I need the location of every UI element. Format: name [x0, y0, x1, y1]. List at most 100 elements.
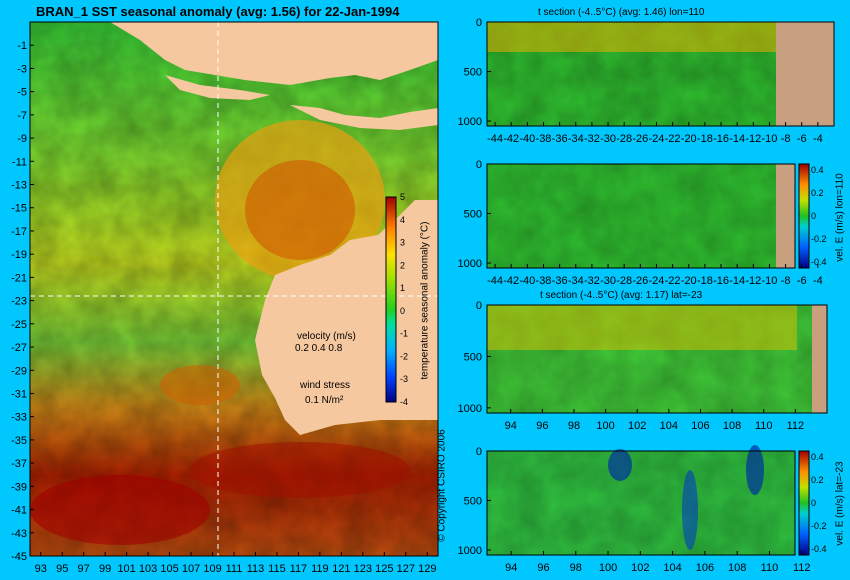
section-y-tick-label: 500: [464, 209, 482, 221]
section-x-tick-label: -24: [649, 133, 665, 145]
section-x-tick-label: 108: [728, 562, 746, 574]
map-x-tick-label: 105: [160, 563, 178, 575]
section-x-tick-label: 108: [723, 420, 741, 432]
section-x-tick-label: -6: [797, 275, 807, 287]
map-x-tick-label: 97: [78, 563, 90, 575]
map-y-tick-label: -9: [17, 133, 27, 145]
section-x-tick-label: -36: [552, 133, 568, 145]
temp-colorbar: [385, 196, 397, 403]
section-x-tick-label: -26: [632, 275, 648, 287]
section-y-tick-label: 500: [464, 496, 482, 508]
temp-colorbar-tick-label: 0: [400, 306, 405, 316]
section-x-tick-label: -42: [503, 275, 519, 287]
vel-colorbar-tick-label: 0.4: [811, 165, 824, 175]
map-y-tick-label: -15: [11, 203, 27, 215]
section-x-tick-label: -34: [568, 275, 584, 287]
map-title: BRAN_1 SST seasonal anomaly (avg: 1.56) …: [36, 4, 400, 19]
temp-colorbar-tick-label: -4: [400, 397, 408, 407]
section-x-tick-label: 94: [505, 562, 517, 574]
section-x-tick-label: -18: [697, 133, 713, 145]
section-x-tick-label: -8: [781, 133, 791, 145]
section-y-tick-label: 500: [464, 351, 482, 363]
map-y-tick-label: -21: [11, 272, 27, 284]
section-x-tick-label: -28: [616, 275, 632, 287]
map-x-tick-label: 119: [311, 563, 329, 575]
section-x-tick-label: 100: [596, 420, 614, 432]
section-x-tick-label: -36: [552, 275, 568, 287]
vel-colorbar-tick-label: -0.4: [811, 257, 827, 267]
wind-scale: 0.1 N/m²: [305, 395, 344, 406]
map-y-tick-label: -23: [11, 296, 27, 308]
temp-colorbar-tick-label: -2: [400, 351, 408, 361]
section-x-tick-label: 102: [628, 420, 646, 432]
map-x-tick-label: 127: [397, 563, 415, 575]
section-x-tick-label: -30: [600, 275, 616, 287]
section-x-tick-label: -44: [487, 275, 503, 287]
map-y-tick-label: -33: [11, 412, 27, 424]
section-x-tick-label: 112: [793, 562, 811, 574]
map-y-tick-label: -37: [11, 458, 27, 470]
vel-colorbar-tick-label: 0: [811, 498, 816, 508]
map-x-tick-label: 93: [35, 563, 47, 575]
map-y-tick-label: -5: [17, 87, 27, 99]
section-x-tick-label: -18: [697, 275, 713, 287]
vel-colorbar-tick-label: 0.2: [811, 188, 824, 198]
section-x-tick-label: -12: [745, 133, 761, 145]
map-x-tick-label: 115: [268, 563, 286, 575]
map-x-tick-label: 101: [117, 563, 135, 575]
vel-colorbar-tick-label: -0.2: [811, 521, 827, 531]
section-x-tick-label: -44: [487, 133, 503, 145]
section-x-tick-label: 98: [568, 420, 580, 432]
map-x-tick-label: 99: [99, 563, 111, 575]
section-x-tick-label: -10: [761, 275, 777, 287]
vel-colorbar-tick-label: -0.2: [811, 234, 827, 244]
map-x-tick-label: 117: [290, 563, 308, 575]
vel-colorbar-tick-label: 0.4: [811, 452, 824, 462]
map-x-tick-label: 95: [56, 563, 68, 575]
temp-colorbar-tick-label: 5: [400, 192, 405, 202]
section-x-tick-label: -10: [761, 133, 777, 145]
section-x-tick-label: -30: [600, 133, 616, 145]
section-x-tick-label: -8: [781, 275, 791, 287]
map-x-tick-label: 103: [139, 563, 157, 575]
section-x-tick-label: -42: [503, 133, 519, 145]
section-x-tick-label: 106: [696, 562, 714, 574]
section-x-tick-label: -14: [729, 275, 745, 287]
map-y-tick-label: -29: [11, 365, 27, 377]
section-y-tick-label: 0: [476, 159, 482, 171]
map-y-tick-label: -3: [17, 63, 27, 75]
vel-colorbar-label-2: vel. E (m/s) lat=-23: [834, 461, 846, 546]
section-y-tick-label: 0: [476, 446, 482, 458]
section-y-tick-label: 1000: [458, 545, 482, 557]
section-y-tick-label: 1000: [458, 403, 482, 415]
temp-colorbar-tick-label: 3: [400, 238, 405, 248]
section-x-tick-label: -20: [681, 275, 697, 287]
section-x-tick-label: 96: [537, 562, 549, 574]
section-x-tick-label: -12: [745, 275, 761, 287]
map-x-tick-label: 111: [226, 563, 243, 575]
map-y-tick-label: -35: [11, 435, 27, 447]
section-y-tick-label: 500: [464, 67, 482, 79]
section-x-tick-label: -40: [519, 133, 535, 145]
section-x-tick-label: -4: [813, 133, 823, 145]
map-y-tick-label: -7: [17, 110, 27, 122]
section-x-tick-label: -4: [813, 275, 823, 287]
section-x-tick-label: -20: [681, 133, 697, 145]
vel-colorbar-label-1: vel. E (m/s) lon=110: [834, 173, 846, 262]
section-x-tick-label: -38: [536, 133, 552, 145]
vel-colorbar-tick-label: -0.4: [811, 544, 827, 554]
section-x-tick-label: 104: [663, 562, 681, 574]
vel-colorbar-tick-label: 0: [811, 211, 816, 221]
section-y-tick-label: 0: [476, 17, 482, 29]
map-x-tick-label: 123: [354, 563, 372, 575]
section-x-tick-label: -28: [616, 133, 632, 145]
map-x-tick-label: 129: [418, 563, 436, 575]
temp-colorbar-tick-label: 2: [400, 260, 405, 270]
sst-map: [29, 21, 439, 557]
vel-colorbar-1: [798, 163, 810, 269]
section-y-tick-label: 1000: [458, 116, 482, 128]
section-x-tick-label: 112: [787, 420, 805, 432]
section-x-tick-label: -26: [632, 133, 648, 145]
section-x-tick-label: -40: [519, 275, 535, 287]
